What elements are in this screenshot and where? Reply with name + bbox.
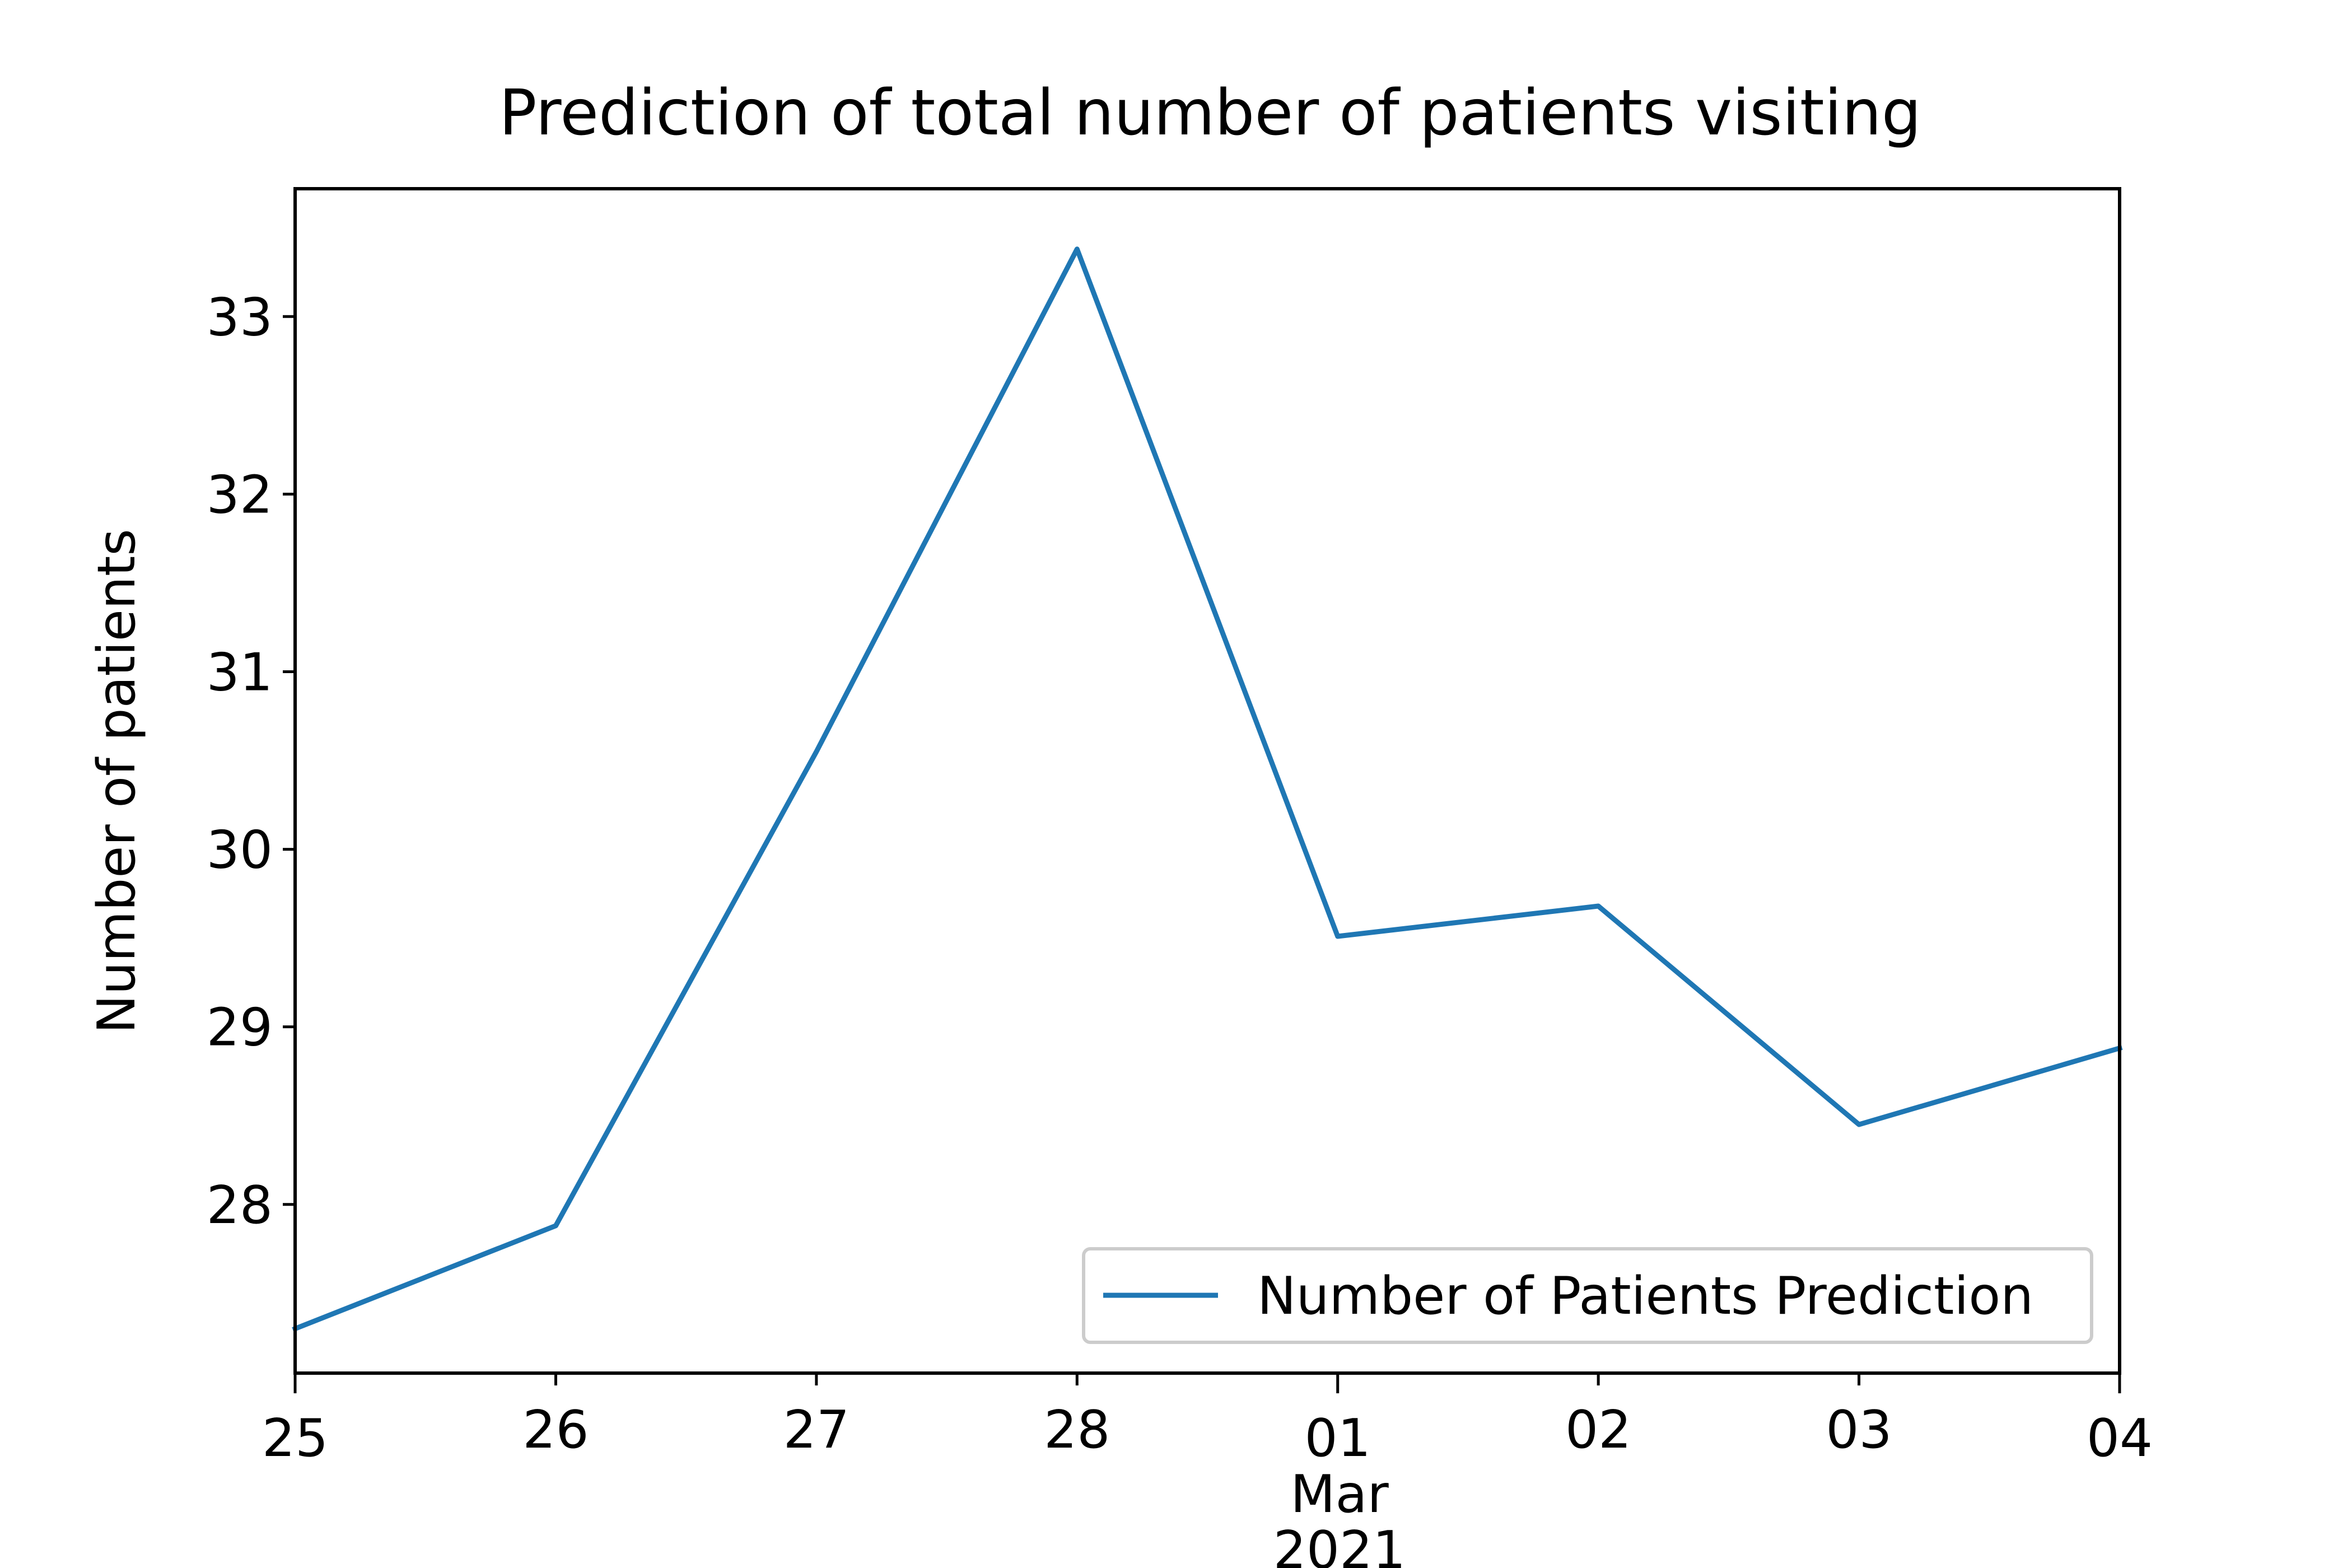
x-tick-label: 28	[1044, 1399, 1110, 1460]
y-tick-label: 30	[207, 820, 273, 880]
y-tick-label: 32	[207, 464, 273, 525]
x-tick-label: 04	[2087, 1408, 2153, 1468]
x-axis-ticks: 25 26 27 28 01 02 03 04	[262, 1373, 2153, 1468]
data-point	[1337, 935, 1338, 937]
y-tick-label: 29	[207, 997, 273, 1058]
data-point	[555, 1225, 557, 1226]
y-tick-label: 28	[207, 1175, 273, 1235]
x-tick-label: 26	[522, 1399, 589, 1460]
chart-title: Prediction of total number of patients v…	[499, 77, 1921, 150]
y-tick-label: 31	[207, 642, 273, 702]
data-point	[1858, 1124, 1860, 1126]
y-axis-ticks: 28 29 30 31 32 33	[207, 287, 295, 1235]
legend-label: Number of Patients Prediction	[1257, 1266, 2033, 1326]
plot-frame	[293, 187, 2121, 1375]
x-tick-label: 27	[783, 1399, 850, 1460]
x-tick-label: 01	[1305, 1408, 1371, 1468]
data-point	[815, 751, 817, 753]
data-point	[1598, 906, 1599, 907]
legend-box	[1082, 1247, 2093, 1344]
legend: Number of Patients Prediction	[1082, 1247, 2093, 1344]
series-line	[292, 246, 2123, 1332]
x-tick-label: 03	[1826, 1399, 1892, 1460]
y-tick-label: 33	[207, 287, 273, 347]
x-tick-label: 25	[262, 1408, 328, 1468]
data-point	[1076, 248, 1078, 250]
y-axis-label: Number of patients	[86, 529, 147, 1034]
x-axis-year-label: 2021	[1273, 1520, 1406, 1568]
x-tick-label: 02	[1565, 1399, 1631, 1460]
x-axis-month-label: Mar	[1290, 1464, 1389, 1524]
